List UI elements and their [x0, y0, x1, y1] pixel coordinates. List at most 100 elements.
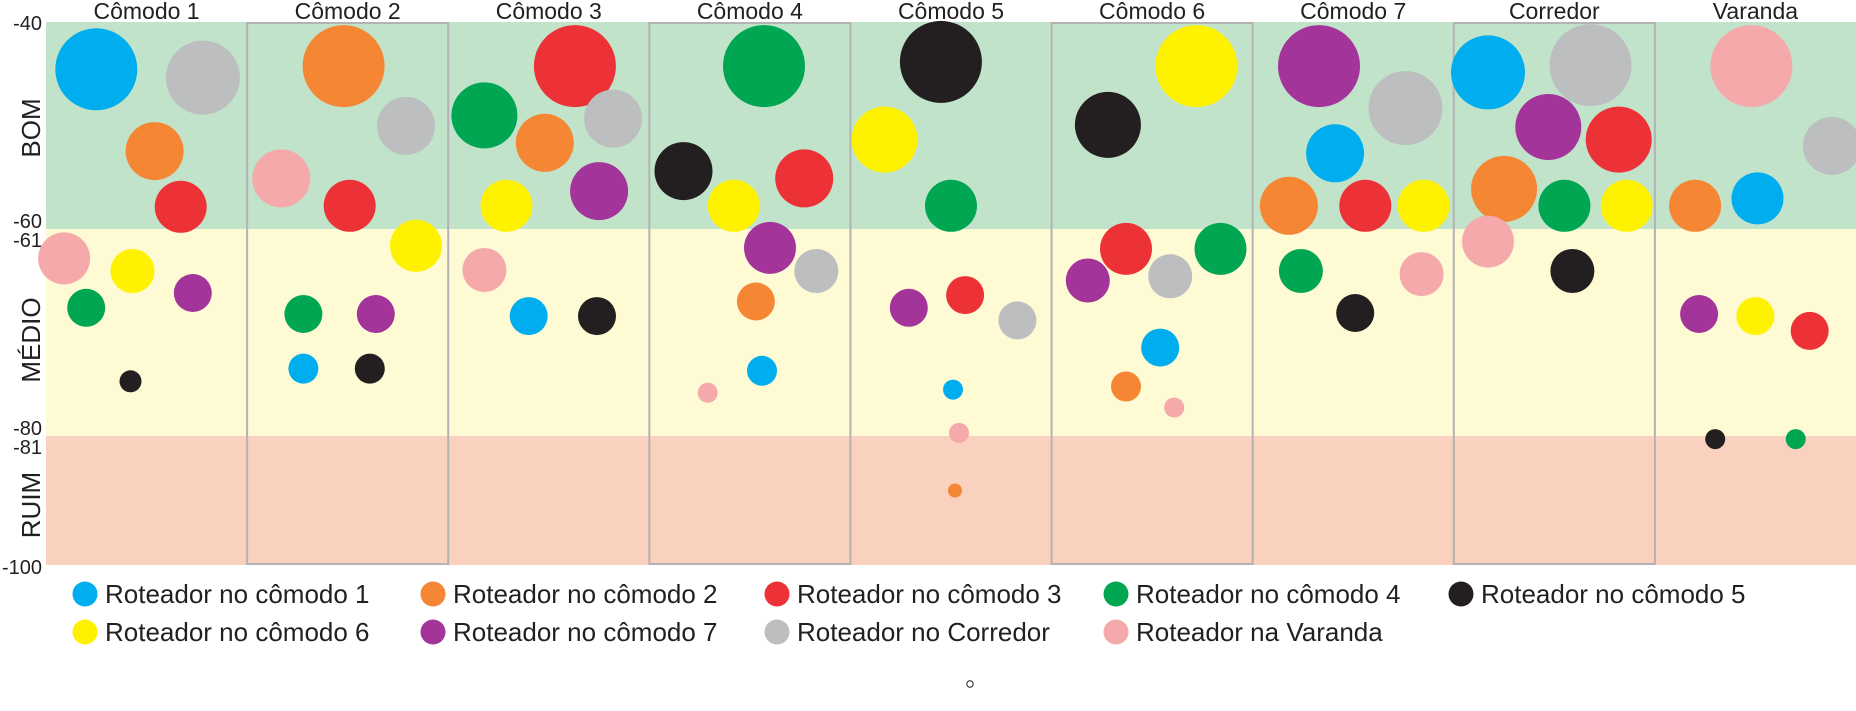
data-point — [515, 113, 574, 172]
data-point — [707, 179, 760, 232]
data-point — [1785, 429, 1806, 450]
data-point — [1585, 106, 1652, 173]
band-label-bom: BOM — [16, 98, 46, 157]
legend-swatch-icon — [1448, 581, 1474, 607]
data-point — [377, 96, 435, 155]
data-point — [1278, 249, 1323, 293]
category-title: Cômodo 3 — [496, 0, 602, 24]
y-tick-label: -100 — [2, 557, 42, 579]
data-point — [697, 382, 718, 403]
data-point — [1100, 222, 1152, 275]
data-point — [173, 274, 212, 312]
y-tick-label: -40 — [13, 13, 42, 35]
data-point — [946, 276, 985, 315]
data-point — [1736, 297, 1775, 336]
data-point — [1336, 294, 1375, 332]
legend-swatch-icon — [420, 581, 446, 607]
data-point — [1705, 429, 1726, 450]
data-point — [165, 40, 240, 115]
data-point — [723, 25, 805, 108]
data-point — [154, 180, 207, 233]
category-frame — [648, 22, 852, 565]
data-point — [1278, 25, 1360, 108]
data-point — [119, 370, 142, 393]
data-point — [1550, 249, 1595, 293]
data-point — [1399, 252, 1444, 297]
category-frame — [1050, 22, 1254, 565]
category-title: Cômodo 1 — [93, 0, 199, 24]
data-points — [38, 20, 1856, 498]
data-point — [736, 282, 775, 321]
data-point — [1155, 25, 1238, 108]
data-point — [323, 179, 376, 232]
legend-label: Roteador no cômodo 7 — [453, 617, 718, 647]
data-point — [354, 353, 385, 384]
category-title: Varanda — [1713, 0, 1798, 24]
data-point — [509, 297, 548, 336]
data-point — [1515, 94, 1582, 160]
legend-swatch-icon — [72, 581, 98, 607]
data-point — [288, 353, 319, 384]
data-point — [1549, 24, 1632, 107]
data-point — [1164, 397, 1185, 418]
y-axis-ticks: -40 -60-61 -80-81 -100 — [2, 13, 42, 579]
category-titles: Cômodo 1 Cômodo 2 Cômodo 3 Cômodo 4 Cômodo 5… — [93, 0, 1798, 24]
data-point — [38, 232, 91, 285]
data-point — [747, 355, 777, 386]
data-point — [654, 142, 713, 201]
data-point — [1680, 295, 1719, 333]
category-title: Cômodo 4 — [697, 0, 803, 24]
category-title: Corredor — [1509, 0, 1600, 24]
data-point — [943, 379, 963, 400]
legend-swatch-icon — [1103, 619, 1129, 645]
data-point — [744, 221, 796, 274]
data-point — [851, 106, 918, 173]
data-point — [899, 20, 982, 103]
band-label-ruim: RUIM — [16, 472, 46, 538]
data-point — [1306, 124, 1365, 183]
data-point — [533, 25, 616, 108]
legend-swatch-icon — [1103, 581, 1129, 607]
data-point — [949, 422, 969, 443]
data-point — [125, 122, 184, 181]
data-point — [480, 179, 533, 232]
legend-swatch-icon — [764, 581, 790, 607]
data-point — [1148, 254, 1193, 299]
category-title: Cômodo 2 — [295, 0, 401, 24]
legend-swatch-icon — [764, 619, 790, 645]
legend-label: Roteador no cômodo 2 — [453, 579, 718, 609]
legend-label: Roteador no Corredor — [797, 617, 1050, 647]
data-point — [578, 297, 616, 336]
data-point — [570, 162, 629, 221]
data-point — [794, 249, 839, 293]
data-point — [1259, 176, 1318, 235]
data-point — [356, 295, 395, 333]
data-point — [67, 288, 106, 327]
y-tick-label: -80 — [13, 418, 42, 440]
legend-label: Roteador no cômodo 1 — [105, 579, 370, 609]
legend-label: Roteador no cômodo 6 — [105, 617, 370, 647]
category-title: Cômodo 6 — [1099, 0, 1205, 24]
data-point — [451, 82, 518, 149]
legend-label: Roteador no cômodo 4 — [1136, 579, 1401, 609]
legend-label: Roteador no cômodo 3 — [797, 579, 1062, 609]
data-point — [1462, 215, 1514, 268]
data-point — [1669, 179, 1722, 232]
data-point — [1731, 172, 1784, 225]
data-point — [1397, 179, 1450, 232]
y-tick-label: -60 — [13, 211, 42, 233]
data-point — [1074, 91, 1141, 158]
data-point — [284, 295, 323, 333]
data-point — [925, 179, 977, 232]
data-point — [1194, 222, 1247, 275]
data-point — [1339, 179, 1392, 232]
data-point — [1600, 179, 1653, 232]
legend-label: Roteador na Varanda — [1136, 617, 1383, 647]
data-point — [948, 483, 962, 498]
data-point — [390, 219, 442, 272]
data-point — [252, 149, 311, 208]
data-point — [1065, 258, 1110, 303]
data-point — [462, 248, 507, 292]
y-tick-label: -61 — [13, 230, 42, 252]
